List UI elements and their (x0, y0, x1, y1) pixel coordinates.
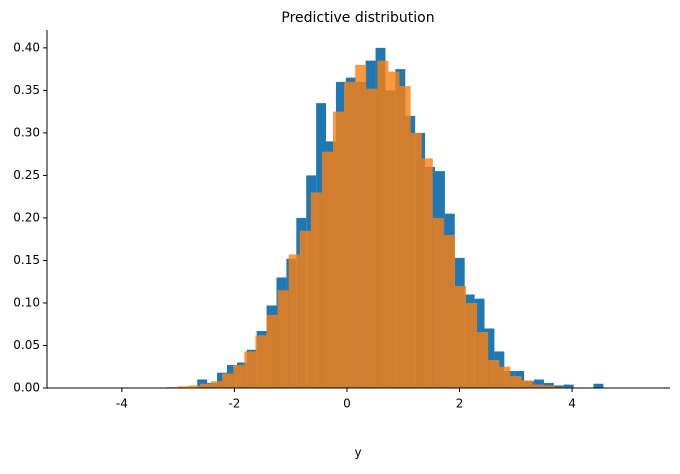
histogram-bar (388, 72, 399, 388)
histogram-bar (400, 86, 411, 388)
histogram-bar (366, 89, 377, 388)
histogram-bar (521, 380, 532, 388)
histogram-bar (344, 82, 355, 388)
histogram-bar (289, 254, 300, 388)
histogram-bar (300, 231, 311, 388)
histogram-bar (411, 133, 422, 388)
histogram-bar (200, 384, 211, 388)
y-tick-label: 0.30 (13, 125, 40, 139)
histogram-bar (377, 61, 388, 388)
histogram-bar (499, 367, 510, 388)
histogram-bar (510, 376, 521, 388)
histogram-bar (355, 65, 366, 388)
histogram-bar (433, 218, 444, 388)
x-axis-label: y (354, 446, 361, 460)
y-tick-label: 0.35 (13, 83, 40, 97)
histogram-bar (455, 286, 466, 388)
histogram-bar (244, 351, 255, 388)
histogram-bar (211, 381, 222, 388)
histogram-bar (533, 385, 544, 388)
y-tick-label: 0.10 (13, 295, 40, 309)
x-tick-label: -2 (228, 397, 240, 411)
histogram-bar (466, 303, 477, 388)
histogram-bar (311, 192, 322, 388)
histogram-bar (422, 158, 433, 388)
y-tick-label: 0.00 (13, 381, 40, 395)
histogram-bar (233, 365, 244, 388)
histogram-bar (333, 112, 344, 388)
y-tick-label: 0.05 (13, 338, 40, 352)
y-tick-label: 0.15 (13, 253, 40, 267)
histogram-bar (278, 290, 289, 388)
x-tick-label: 4 (568, 397, 576, 411)
x-tick-label: 2 (456, 397, 464, 411)
histogram-bar (593, 384, 603, 388)
histogram-bar (222, 374, 233, 388)
x-tick-label: 0 (343, 397, 351, 411)
histogram-bar (255, 335, 266, 388)
y-tick-label: 0.20 (13, 210, 40, 224)
y-tick-label: 0.25 (13, 168, 40, 182)
y-tick-label: 0.40 (13, 40, 40, 54)
histogram-bar (322, 152, 333, 388)
x-tick-label: -4 (116, 397, 128, 411)
histogram-bar (488, 360, 499, 388)
histogram-bar (477, 332, 488, 388)
chart-title: Predictive distribution (281, 10, 434, 26)
histogram-bar (266, 315, 277, 388)
histogram-bar (444, 235, 455, 388)
